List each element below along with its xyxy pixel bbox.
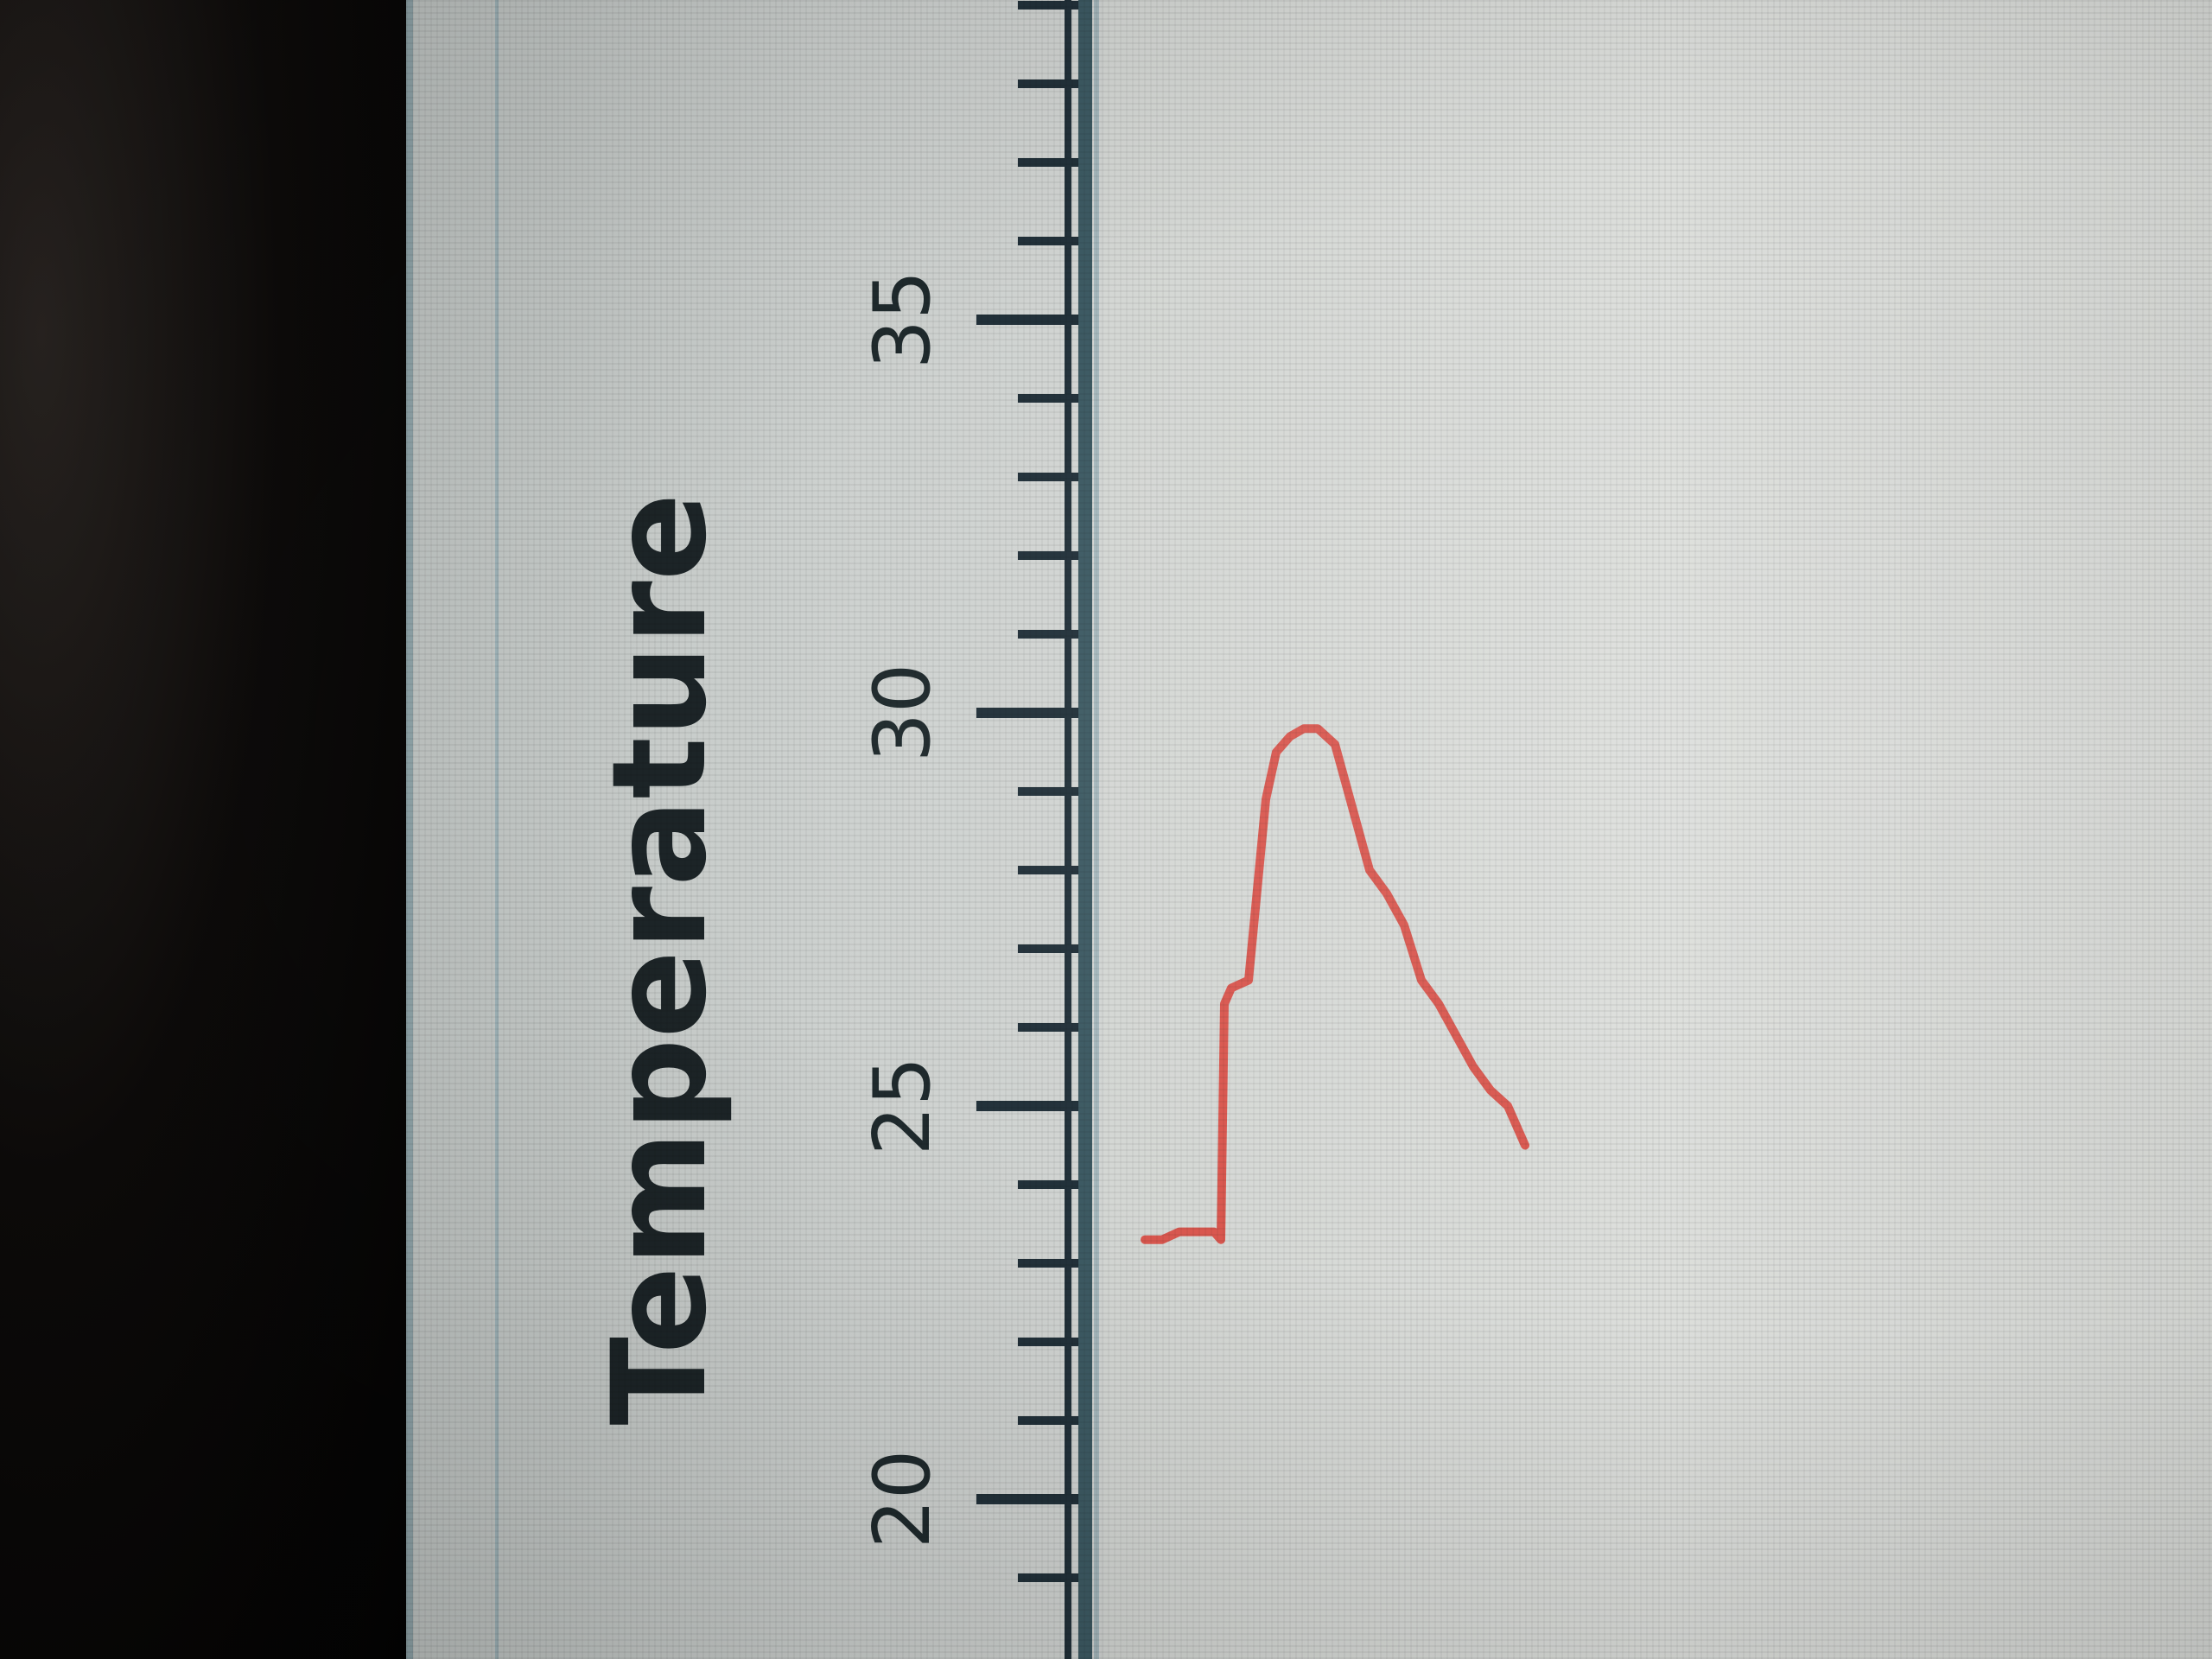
- series-line-0: [1141, 724, 1529, 1244]
- monitor-bezel: [0, 0, 415, 1659]
- y-axis-ticks: [976, 0, 1078, 1659]
- series-layer: [1141, 724, 1529, 1244]
- plot-frame-left-highlight: [1094, 0, 1099, 1659]
- axis-strip-border: [495, 0, 499, 1659]
- y-axis-strip: [406, 0, 1104, 1659]
- y-tick-label-35: 35: [857, 270, 948, 370]
- y-tick-label-30: 30: [857, 664, 948, 763]
- y-axis-label: Temperature: [585, 493, 735, 1426]
- y-tick-label-25: 25: [857, 1057, 948, 1156]
- chart-panel: [406, 0, 2212, 1659]
- y-tick-label-20: 20: [857, 1450, 948, 1549]
- plot-frame-left-edge: [1078, 0, 1092, 1659]
- y-axis-tick-labels: 20 25 30 35: [857, 270, 948, 1549]
- temperature-chart: Temperature 20 25 30 35: [585, 0, 1529, 1659]
